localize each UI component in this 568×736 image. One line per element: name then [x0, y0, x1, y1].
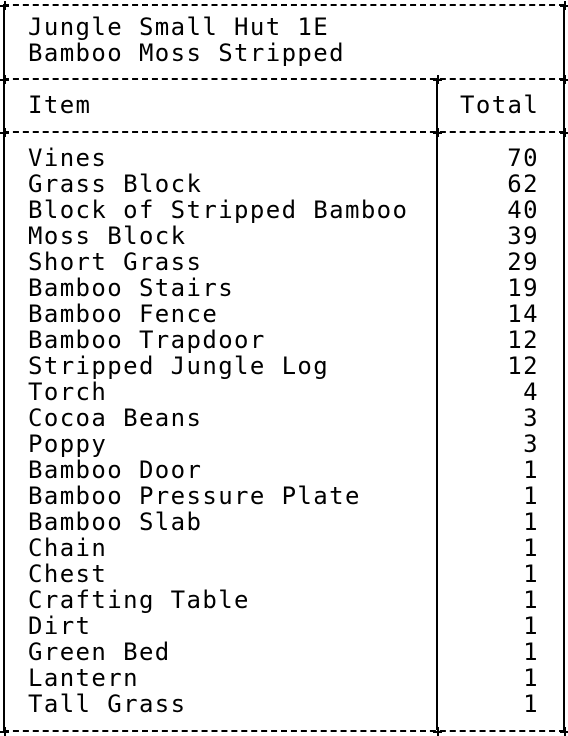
- item-total: 39: [507, 222, 539, 250]
- item-name: Bamboo Trapdoor: [28, 326, 266, 354]
- table-row: Green Bed 1: [0, 639, 568, 665]
- corner-mark: [433, 727, 442, 736]
- table-row: Chest 1: [0, 561, 568, 587]
- item-name: Grass Block: [28, 170, 203, 198]
- right-border: [563, 4, 565, 730]
- corner-mark: [560, 727, 568, 736]
- item-total: 70: [507, 144, 539, 172]
- item-total: 3: [523, 404, 539, 432]
- item-total: 1: [523, 612, 539, 640]
- left-border: [3, 4, 5, 730]
- table-row: Poppy 3: [0, 431, 568, 457]
- table-row: Moss Block 39: [0, 223, 568, 249]
- table-row: Stripped Jungle Log 12: [0, 353, 568, 379]
- corner-mark: [0, 1, 9, 10]
- table-row: Chain 1: [0, 535, 568, 561]
- item-name: Dirt: [28, 612, 92, 640]
- item-total: 40: [507, 196, 539, 224]
- item-total: 1: [523, 638, 539, 666]
- table-row: Grass Block 62: [0, 171, 568, 197]
- table-row: Tall Grass 1: [0, 691, 568, 717]
- table-row: Short Grass 29: [0, 249, 568, 275]
- header-divider: [3, 131, 565, 133]
- table-row: Cocoa Beans 3: [0, 405, 568, 431]
- column-header-item: Item: [28, 91, 92, 119]
- item-total: 14: [507, 300, 539, 328]
- corner-mark: [560, 1, 568, 10]
- item-name: Poppy: [28, 430, 108, 458]
- title-line-1: Jungle Small Hut 1E: [28, 13, 330, 41]
- item-name: Stripped Jungle Log: [28, 352, 330, 380]
- item-total: 62: [507, 170, 539, 198]
- item-name: Bamboo Fence: [28, 300, 219, 328]
- item-name: Green Bed: [28, 638, 171, 666]
- corner-mark: [560, 75, 568, 84]
- column-separator: [436, 78, 438, 730]
- table-row: Torch 4: [0, 379, 568, 405]
- table-row: Vines 70: [0, 145, 568, 171]
- item-total: 12: [507, 326, 539, 354]
- corner-mark: [560, 128, 568, 137]
- corner-mark: [0, 727, 9, 736]
- top-border: [3, 4, 565, 6]
- item-total: 1: [523, 690, 539, 718]
- table-body: Vines 70 Grass Block 62 Block of Stripped Ba…: [0, 145, 568, 717]
- item-total: 1: [523, 482, 539, 510]
- table-row: Lantern 1: [0, 665, 568, 691]
- item-name: Bamboo Door: [28, 456, 203, 484]
- item-name: Moss Block: [28, 222, 187, 250]
- item-name: Bamboo Slab: [28, 508, 203, 536]
- corner-mark: [0, 128, 9, 137]
- table-row: Bamboo Pressure Plate 1: [0, 483, 568, 509]
- item-total: 1: [523, 560, 539, 588]
- item-total: 1: [523, 456, 539, 484]
- table-row: Crafting Table 1: [0, 587, 568, 613]
- item-name: Lantern: [28, 664, 139, 692]
- corner-mark: [0, 75, 9, 84]
- item-total: 4: [523, 378, 539, 406]
- table-row: Block of Stripped Bamboo 40: [0, 197, 568, 223]
- item-total: 29: [507, 248, 539, 276]
- table-row: Bamboo Door 1: [0, 457, 568, 483]
- corner-mark: [433, 75, 442, 84]
- item-total: 3: [523, 430, 539, 458]
- column-header-total: Total: [460, 91, 540, 119]
- item-name: Chest: [28, 560, 108, 588]
- title-divider: [3, 78, 565, 80]
- item-total: 1: [523, 586, 539, 614]
- corner-mark: [433, 128, 442, 137]
- item-name: Block of Stripped Bamboo: [28, 196, 409, 224]
- item-name: Bamboo Stairs: [28, 274, 235, 302]
- item-name: Chain: [28, 534, 108, 562]
- item-name: Crafting Table: [28, 586, 250, 614]
- table-row: Dirt 1: [0, 613, 568, 639]
- item-name: Tall Grass: [28, 690, 187, 718]
- item-name: Torch: [28, 378, 108, 406]
- item-total: 1: [523, 534, 539, 562]
- item-total: 1: [523, 508, 539, 536]
- item-name: Short Grass: [28, 248, 203, 276]
- table-row: Bamboo Fence 14: [0, 301, 568, 327]
- item-name: Cocoa Beans: [28, 404, 203, 432]
- bottom-border: [3, 730, 565, 732]
- title-line-2: Bamboo Moss Stripped: [28, 39, 345, 67]
- item-total: 1: [523, 664, 539, 692]
- table-row: Bamboo Slab 1: [0, 509, 568, 535]
- item-total: 19: [507, 274, 539, 302]
- item-name: Vines: [28, 144, 108, 172]
- table-row: Bamboo Trapdoor 12: [0, 327, 568, 353]
- item-name: Bamboo Pressure Plate: [28, 482, 361, 510]
- table-row: Bamboo Stairs 19: [0, 275, 568, 301]
- item-total: 12: [507, 352, 539, 380]
